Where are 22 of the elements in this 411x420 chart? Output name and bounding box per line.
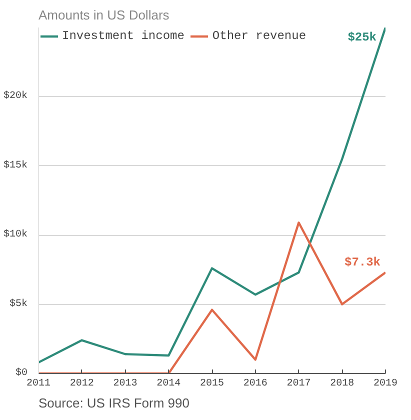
x-tick-label: 2017 (286, 378, 311, 390)
x-tick-label: 2011 (26, 378, 51, 390)
x-tick-label: 2016 (243, 378, 268, 390)
y-tick-label: $5k (9, 298, 28, 310)
x-tick-label: 2018 (330, 378, 354, 390)
legend-label: Other revenue (212, 29, 306, 43)
line-series (38, 222, 386, 374)
y-tick-label: $0 (16, 367, 28, 379)
y-tick-label: $20k (3, 90, 28, 102)
line-series (38, 28, 386, 364)
x-tick-label: 2019 (374, 378, 398, 390)
x-tick-label: 2013 (113, 378, 138, 390)
x-tick-label: 2014 (156, 378, 181, 390)
y-tick-label: $15k (3, 159, 28, 172)
y-tick-label: $10k (3, 228, 28, 241)
data-label: $25k (348, 30, 377, 44)
x-tick-label: 2015 (200, 378, 224, 390)
source-note: Source: US IRS Form 990 (38, 396, 190, 410)
chart-subtitle: Amounts in US Dollars (38, 8, 170, 22)
legend-label: Investment income (62, 29, 184, 43)
data-label: $7.3k (344, 255, 381, 270)
x-tick-label: 2012 (70, 378, 94, 390)
